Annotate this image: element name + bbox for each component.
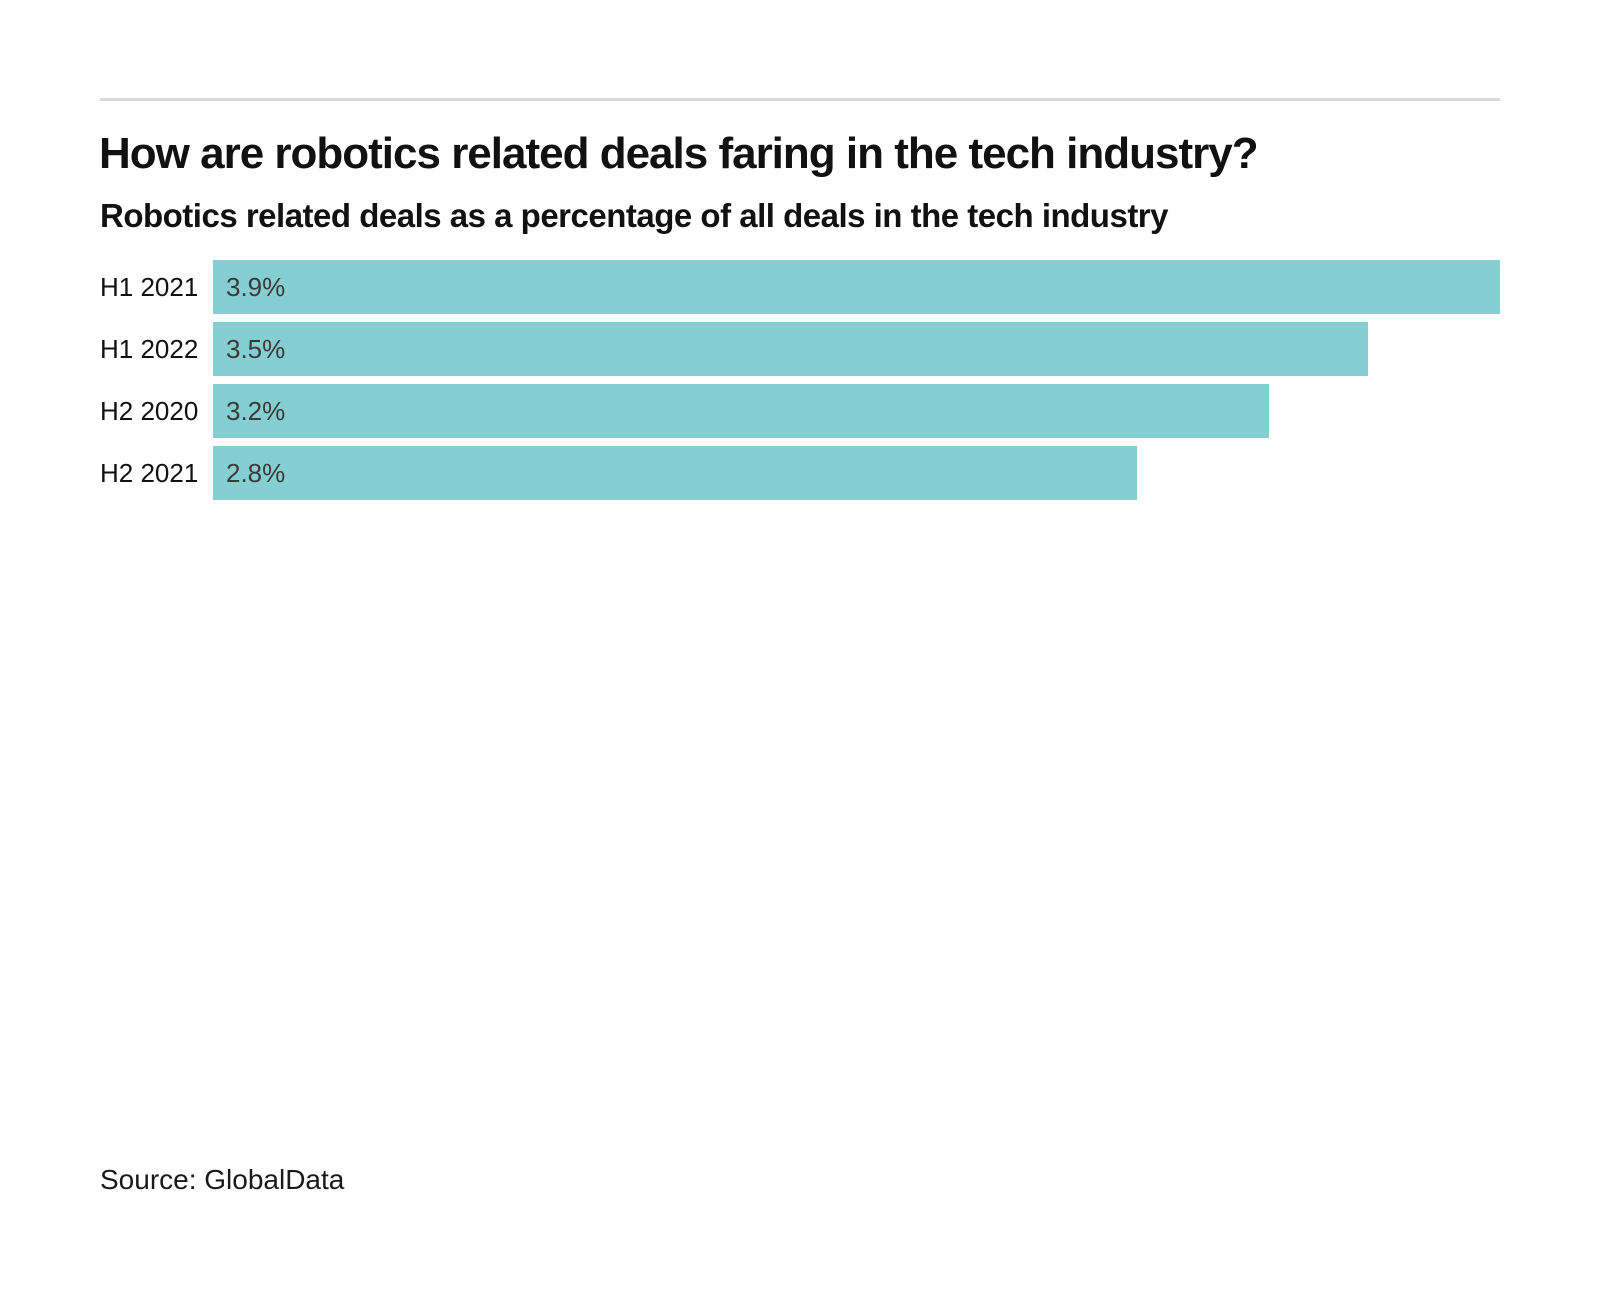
bar-track: 3.2% (213, 384, 1500, 438)
bar-row: H1 2021 3.9% (100, 260, 1500, 314)
value-label: 3.2% (226, 395, 286, 426)
bar-chart: H1 2021 3.9% H1 2022 3.5% H2 2020 3.2% H2 2021… (100, 260, 1500, 500)
value-label: 3.9% (226, 271, 286, 302)
category-label: H1 2022 (100, 333, 199, 364)
source-note: Source: GlobalData (100, 1164, 345, 1195)
chart-subtitle: Robotics related deals as a percentage o… (100, 197, 1169, 234)
category-label: H2 2020 (100, 395, 199, 426)
category-label: H2 2021 (100, 457, 199, 488)
chart-card: How are robotics related deals faring in… (0, 98, 1600, 1298)
value-label: 2.8% (226, 457, 286, 488)
bar-track: 2.8% (213, 446, 1500, 500)
bar-track: 3.9% (213, 260, 1500, 314)
bar: 2.8% (213, 446, 1137, 500)
bar: 3.5% (213, 322, 1368, 376)
category-label: H1 2021 (100, 271, 199, 302)
value-label: 3.5% (226, 333, 286, 364)
top-divider (100, 98, 1500, 101)
bar-row: H2 2021 2.8% (100, 446, 1500, 500)
bar: 3.2% (213, 384, 1269, 438)
bar-row: H1 2022 3.5% (100, 322, 1500, 376)
chart-title: How are robotics related deals faring in… (99, 129, 1259, 178)
bar: 3.9% (213, 260, 1500, 314)
bar-track: 3.5% (213, 322, 1500, 376)
bar-row: H2 2020 3.2% (100, 384, 1500, 438)
